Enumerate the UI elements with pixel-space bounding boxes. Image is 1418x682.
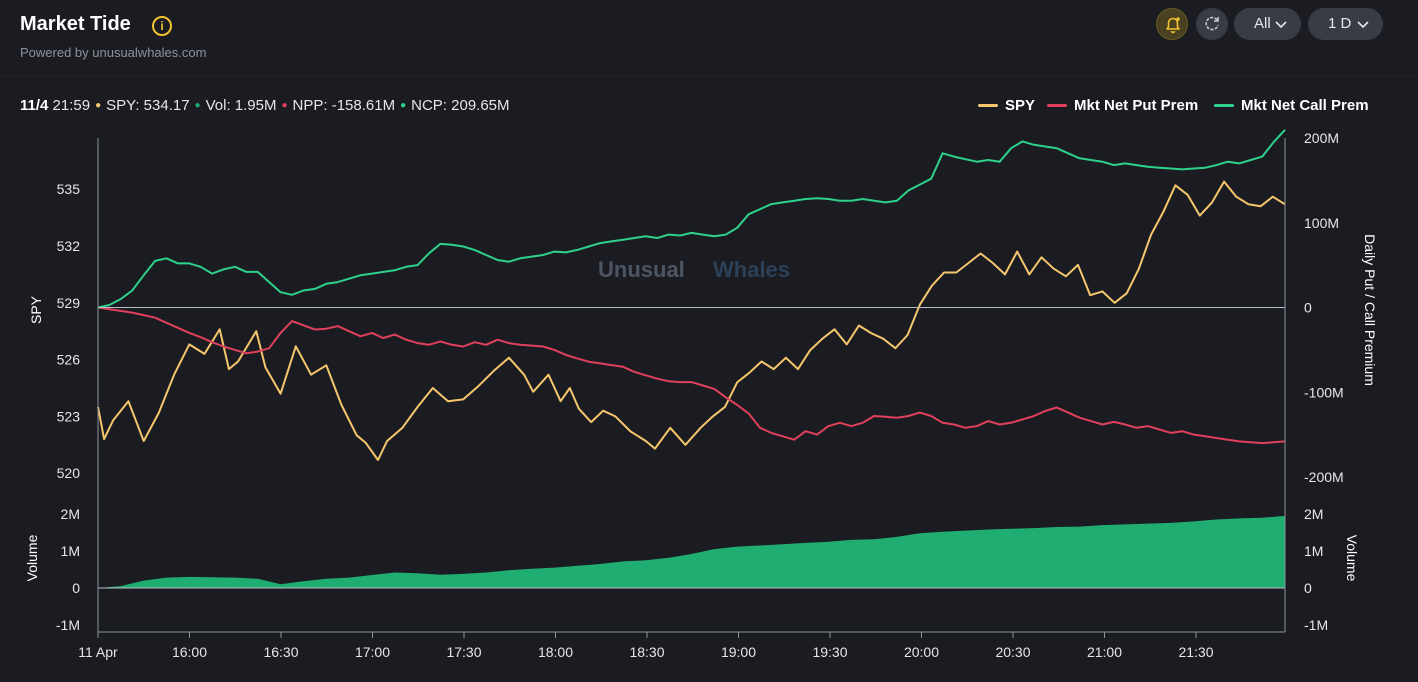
- volume-tick-label-left: 2M: [61, 506, 80, 522]
- volume-tick-label-right: -1M: [1304, 617, 1328, 633]
- volume-tick-label-left: -1M: [56, 617, 80, 633]
- legend-spy-label: SPY: [1005, 97, 1036, 114]
- interval-select[interactable]: 1 D: [1308, 8, 1383, 40]
- x-tick-label: 19:30: [812, 644, 847, 660]
- info-time: 21:59: [52, 97, 91, 114]
- info-npp: NPP: -158.61M: [292, 97, 396, 114]
- series-spy-line: [97, 180, 1286, 461]
- volume-area-group: [98, 515, 1285, 588]
- legend-put-swatch: [1047, 103, 1067, 107]
- premium-tick-label: 0: [1304, 300, 1312, 316]
- spy-tick-label: 523: [57, 408, 81, 424]
- chevron-down-icon: [1275, 21, 1287, 29]
- x-tick-label: 18:00: [538, 644, 573, 660]
- page-title: Market Tide: [20, 13, 131, 35]
- ncp-dot: ●: [400, 100, 407, 111]
- x-tick-label: 20:30: [995, 644, 1030, 660]
- x-tick-label: 17:30: [446, 644, 481, 660]
- x-tick-label: 21:30: [1178, 644, 1213, 660]
- crosshair-info-bar: 11/4 21:59 ● SPY: 534.17 ● Vol: 1.95M ● NPP: -…: [20, 97, 510, 114]
- premium-tick-label: -200M: [1304, 469, 1344, 485]
- info-ncp: NCP: 209.65M: [411, 97, 510, 114]
- legend-put-label: Mkt Net Put Prem: [1074, 97, 1199, 114]
- x-tick-label: 16:30: [263, 644, 298, 660]
- x-tick-label: 20:00: [904, 644, 939, 660]
- watermark-part1: Unusual: [598, 257, 685, 282]
- interval-select-value: 1 D: [1328, 15, 1352, 32]
- filter-select-value: All: [1254, 15, 1271, 32]
- legend-spy[interactable]: SPY: [978, 97, 1035, 114]
- info-date: 11/4: [20, 97, 49, 114]
- header-bar: Market Tide i Powered by unusualwhales.c…: [0, 0, 1418, 77]
- spy-tick-label: 535: [57, 181, 81, 197]
- info-icon[interactable]: i: [152, 16, 172, 36]
- premium-axis-title: Daily Put / Call Premium: [1362, 234, 1378, 386]
- legend-put[interactable]: Mkt Net Put Prem: [1047, 97, 1198, 114]
- refresh-icon: [1205, 16, 1219, 31]
- x-tick-label: 19:00: [721, 644, 756, 660]
- spy-tick-label: 529: [57, 295, 81, 311]
- page-subtitle: Powered by unusualwhales.com: [20, 45, 207, 60]
- spy-tick-label: 526: [57, 352, 81, 368]
- info-vol: Vol: 1.95M: [205, 97, 277, 114]
- x-tick-label: 18:30: [629, 644, 664, 660]
- refresh-button[interactable]: [1196, 8, 1228, 40]
- legend-call-swatch: [1214, 103, 1234, 107]
- spy-tick-label: 520: [57, 465, 81, 481]
- volume-axis-title-right: Volume: [1344, 535, 1360, 582]
- x-tick-label: 11 Apr: [78, 644, 118, 660]
- legend-spy-swatch: [978, 103, 998, 107]
- volume-tick-label-right: 0: [1304, 580, 1312, 596]
- chevron-down-icon: [1357, 21, 1369, 29]
- spy-axis-title: SPY: [28, 295, 44, 324]
- premium-tick-label: 100M: [1304, 215, 1339, 231]
- x-tick-label: 17:00: [355, 644, 390, 660]
- bell-plus-icon: [1166, 17, 1180, 34]
- legend-call[interactable]: Mkt Net Call Prem: [1214, 97, 1369, 114]
- npp-dot: ●: [281, 100, 288, 111]
- filter-select[interactable]: All: [1234, 8, 1301, 40]
- series-put-line: [97, 306, 1286, 445]
- series-lines-group: [97, 129, 1286, 461]
- tick-labels-group: 535 532 529 526 523 520 200M 100M 0 -100M -200M 2M 1…: [56, 130, 1344, 660]
- series-volume-area: [98, 515, 1285, 588]
- alert-bell-button[interactable]: [1156, 8, 1188, 40]
- premium-tick-label: -100M: [1304, 384, 1344, 400]
- spy-dot: ●: [95, 100, 102, 111]
- watermark-part2: Whales: [713, 257, 790, 282]
- premium-tick-label: 200M: [1304, 130, 1339, 146]
- x-tick-label: 16:00: [172, 644, 207, 660]
- x-tick-label: 21:00: [1087, 644, 1122, 660]
- volume-axis-title-left: Volume: [24, 534, 40, 581]
- volume-tick-label-left: 0: [72, 580, 80, 596]
- spy-tick-label: 532: [57, 238, 81, 254]
- axes-group: [97, 138, 1286, 638]
- series-call-line: [97, 129, 1286, 309]
- legend-call-label: Mkt Net Call Prem: [1241, 97, 1369, 114]
- vol-dot: ●: [194, 100, 201, 111]
- volume-tick-label-right: 2M: [1304, 506, 1323, 522]
- volume-tick-label-left: 1M: [61, 543, 80, 559]
- volume-tick-label-right: 1M: [1304, 543, 1323, 559]
- info-spy: SPY: 534.17: [106, 97, 190, 114]
